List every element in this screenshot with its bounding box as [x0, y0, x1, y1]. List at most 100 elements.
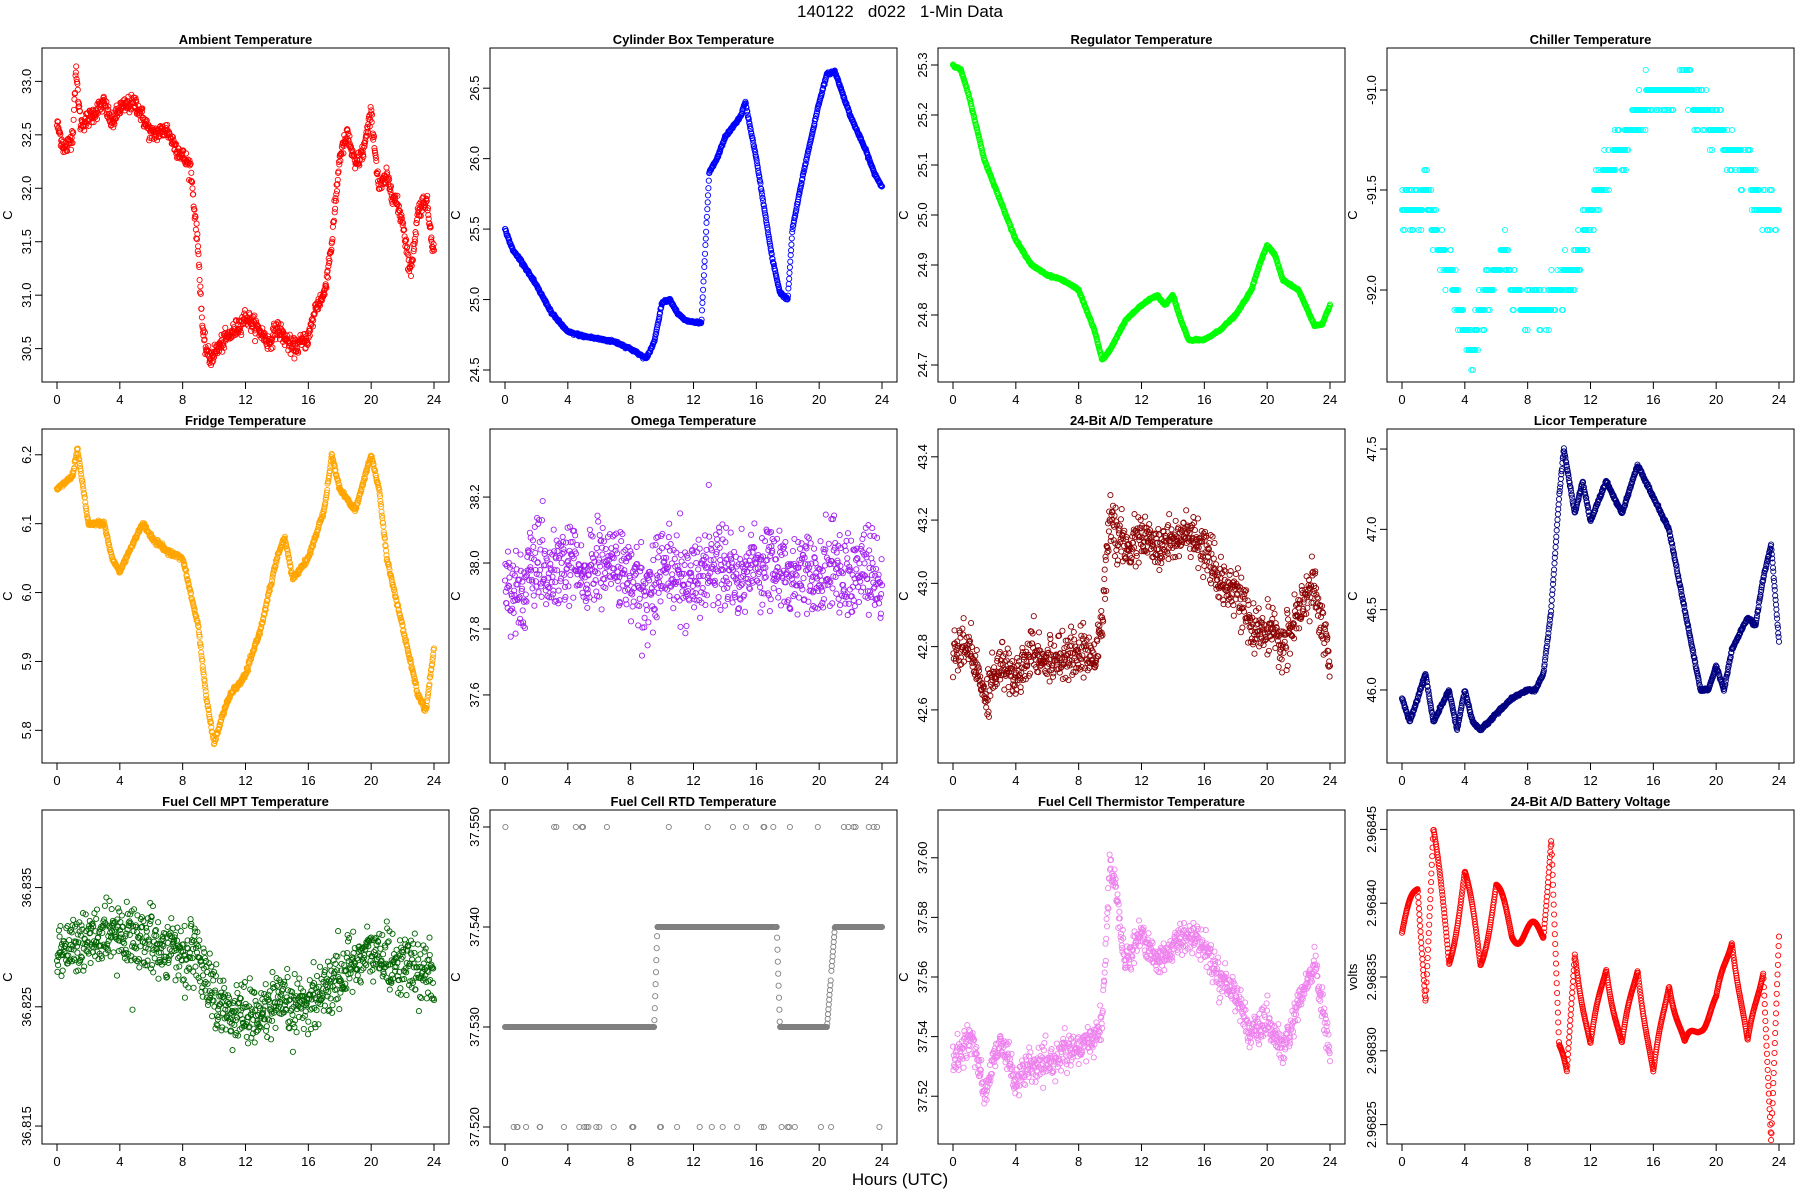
data-point: [163, 124, 170, 132]
data-point: [83, 508, 90, 515]
data-point: [245, 663, 252, 671]
data-point: [747, 126, 754, 133]
data-point: [237, 329, 244, 336]
y-tick-label: 6.1: [19, 515, 34, 533]
data-point: [327, 249, 335, 256]
data-point: [369, 458, 376, 465]
data-point: [398, 211, 405, 219]
data-point: [787, 252, 794, 259]
data-point: [194, 619, 201, 626]
y-tick-label: -92.0: [1364, 275, 1379, 305]
data-point: [329, 452, 336, 459]
data-point: [54, 118, 61, 125]
data-point: [399, 219, 406, 226]
data-point: [1728, 166, 1735, 174]
data-point: [328, 246, 335, 253]
data-point: [1524, 326, 1531, 334]
y-tick-label: 32.0: [19, 176, 34, 201]
data-point: [762, 214, 769, 221]
data-point: [412, 231, 419, 238]
x-tick-label: 4: [564, 392, 571, 407]
data-point: [58, 137, 65, 144]
y-tick-label: 26.5: [467, 76, 482, 101]
x-tick-label: 12: [238, 773, 252, 788]
data-point: [701, 250, 709, 257]
data-point: [1596, 206, 1603, 214]
data-point: [189, 179, 196, 186]
panel-title: Fridge Temperature: [185, 413, 306, 428]
x-tick-label: 0: [949, 392, 956, 407]
data-point: [411, 235, 418, 242]
x-tick-label: 20: [812, 392, 826, 407]
data-point: [704, 199, 711, 206]
y-tick-label: 31.0: [19, 283, 34, 308]
data-point: [426, 220, 433, 227]
data-point: [1661, 106, 1669, 114]
data-point: [831, 67, 838, 74]
data-point: [703, 213, 710, 220]
data-point: [183, 150, 190, 157]
data-point: [1709, 146, 1716, 154]
data-point: [1437, 266, 1444, 274]
data-point: [1639, 126, 1646, 134]
data-point: [703, 228, 710, 235]
data-point: [1691, 126, 1698, 134]
data-point: [78, 474, 85, 481]
data-point: [1592, 166, 1600, 174]
data-point: [81, 491, 88, 498]
data-point: [754, 160, 761, 167]
data-point: [368, 119, 375, 126]
data-point: [1584, 246, 1591, 254]
data-point: [192, 213, 199, 221]
data-point: [346, 140, 353, 147]
x-tick-label: 20: [364, 392, 378, 407]
data-point: [800, 168, 807, 175]
data-point: [394, 192, 401, 199]
x-tick-label: 24: [427, 773, 441, 788]
data-point: [789, 229, 796, 236]
data-point: [786, 264, 793, 271]
data-point: [324, 274, 332, 281]
data-point: [323, 284, 330, 291]
data-point: [190, 203, 197, 210]
y-tick-label: 25.2: [915, 102, 930, 127]
data-point: [1772, 226, 1780, 234]
data-points: [53, 63, 438, 369]
data-point: [83, 510, 90, 518]
data-point: [108, 109, 115, 116]
data-point: [360, 153, 367, 160]
data-point: [146, 134, 153, 141]
data-point: [387, 183, 395, 190]
data-point: [1599, 186, 1606, 194]
data-point: [1537, 326, 1544, 334]
data-point: [318, 297, 325, 304]
y-axis-label: C: [1345, 210, 1360, 219]
data-point: [214, 729, 221, 737]
data-point: [1611, 126, 1618, 134]
data-point: [201, 336, 208, 343]
data-point: [196, 631, 203, 638]
data-point: [1593, 206, 1600, 214]
data-point: [1426, 186, 1433, 194]
data-point: [1097, 349, 1104, 356]
data-point: [750, 140, 757, 147]
plot-frame: [937, 47, 1346, 383]
data-point: [1605, 146, 1612, 154]
data-point: [202, 684, 209, 691]
data-point: [355, 497, 362, 504]
data-point: [337, 157, 344, 164]
data-point: [652, 334, 659, 341]
data-point: [704, 192, 712, 199]
data-point: [332, 195, 339, 202]
data-point: [268, 581, 275, 588]
data-point: [752, 149, 759, 156]
data-point: [704, 206, 711, 213]
data-point: [701, 258, 708, 265]
data-point: [1622, 166, 1629, 174]
data-point: [878, 183, 886, 190]
data-point: [1533, 286, 1540, 294]
data-point: [409, 256, 416, 264]
data-point: [220, 711, 227, 718]
data-point: [191, 606, 198, 613]
